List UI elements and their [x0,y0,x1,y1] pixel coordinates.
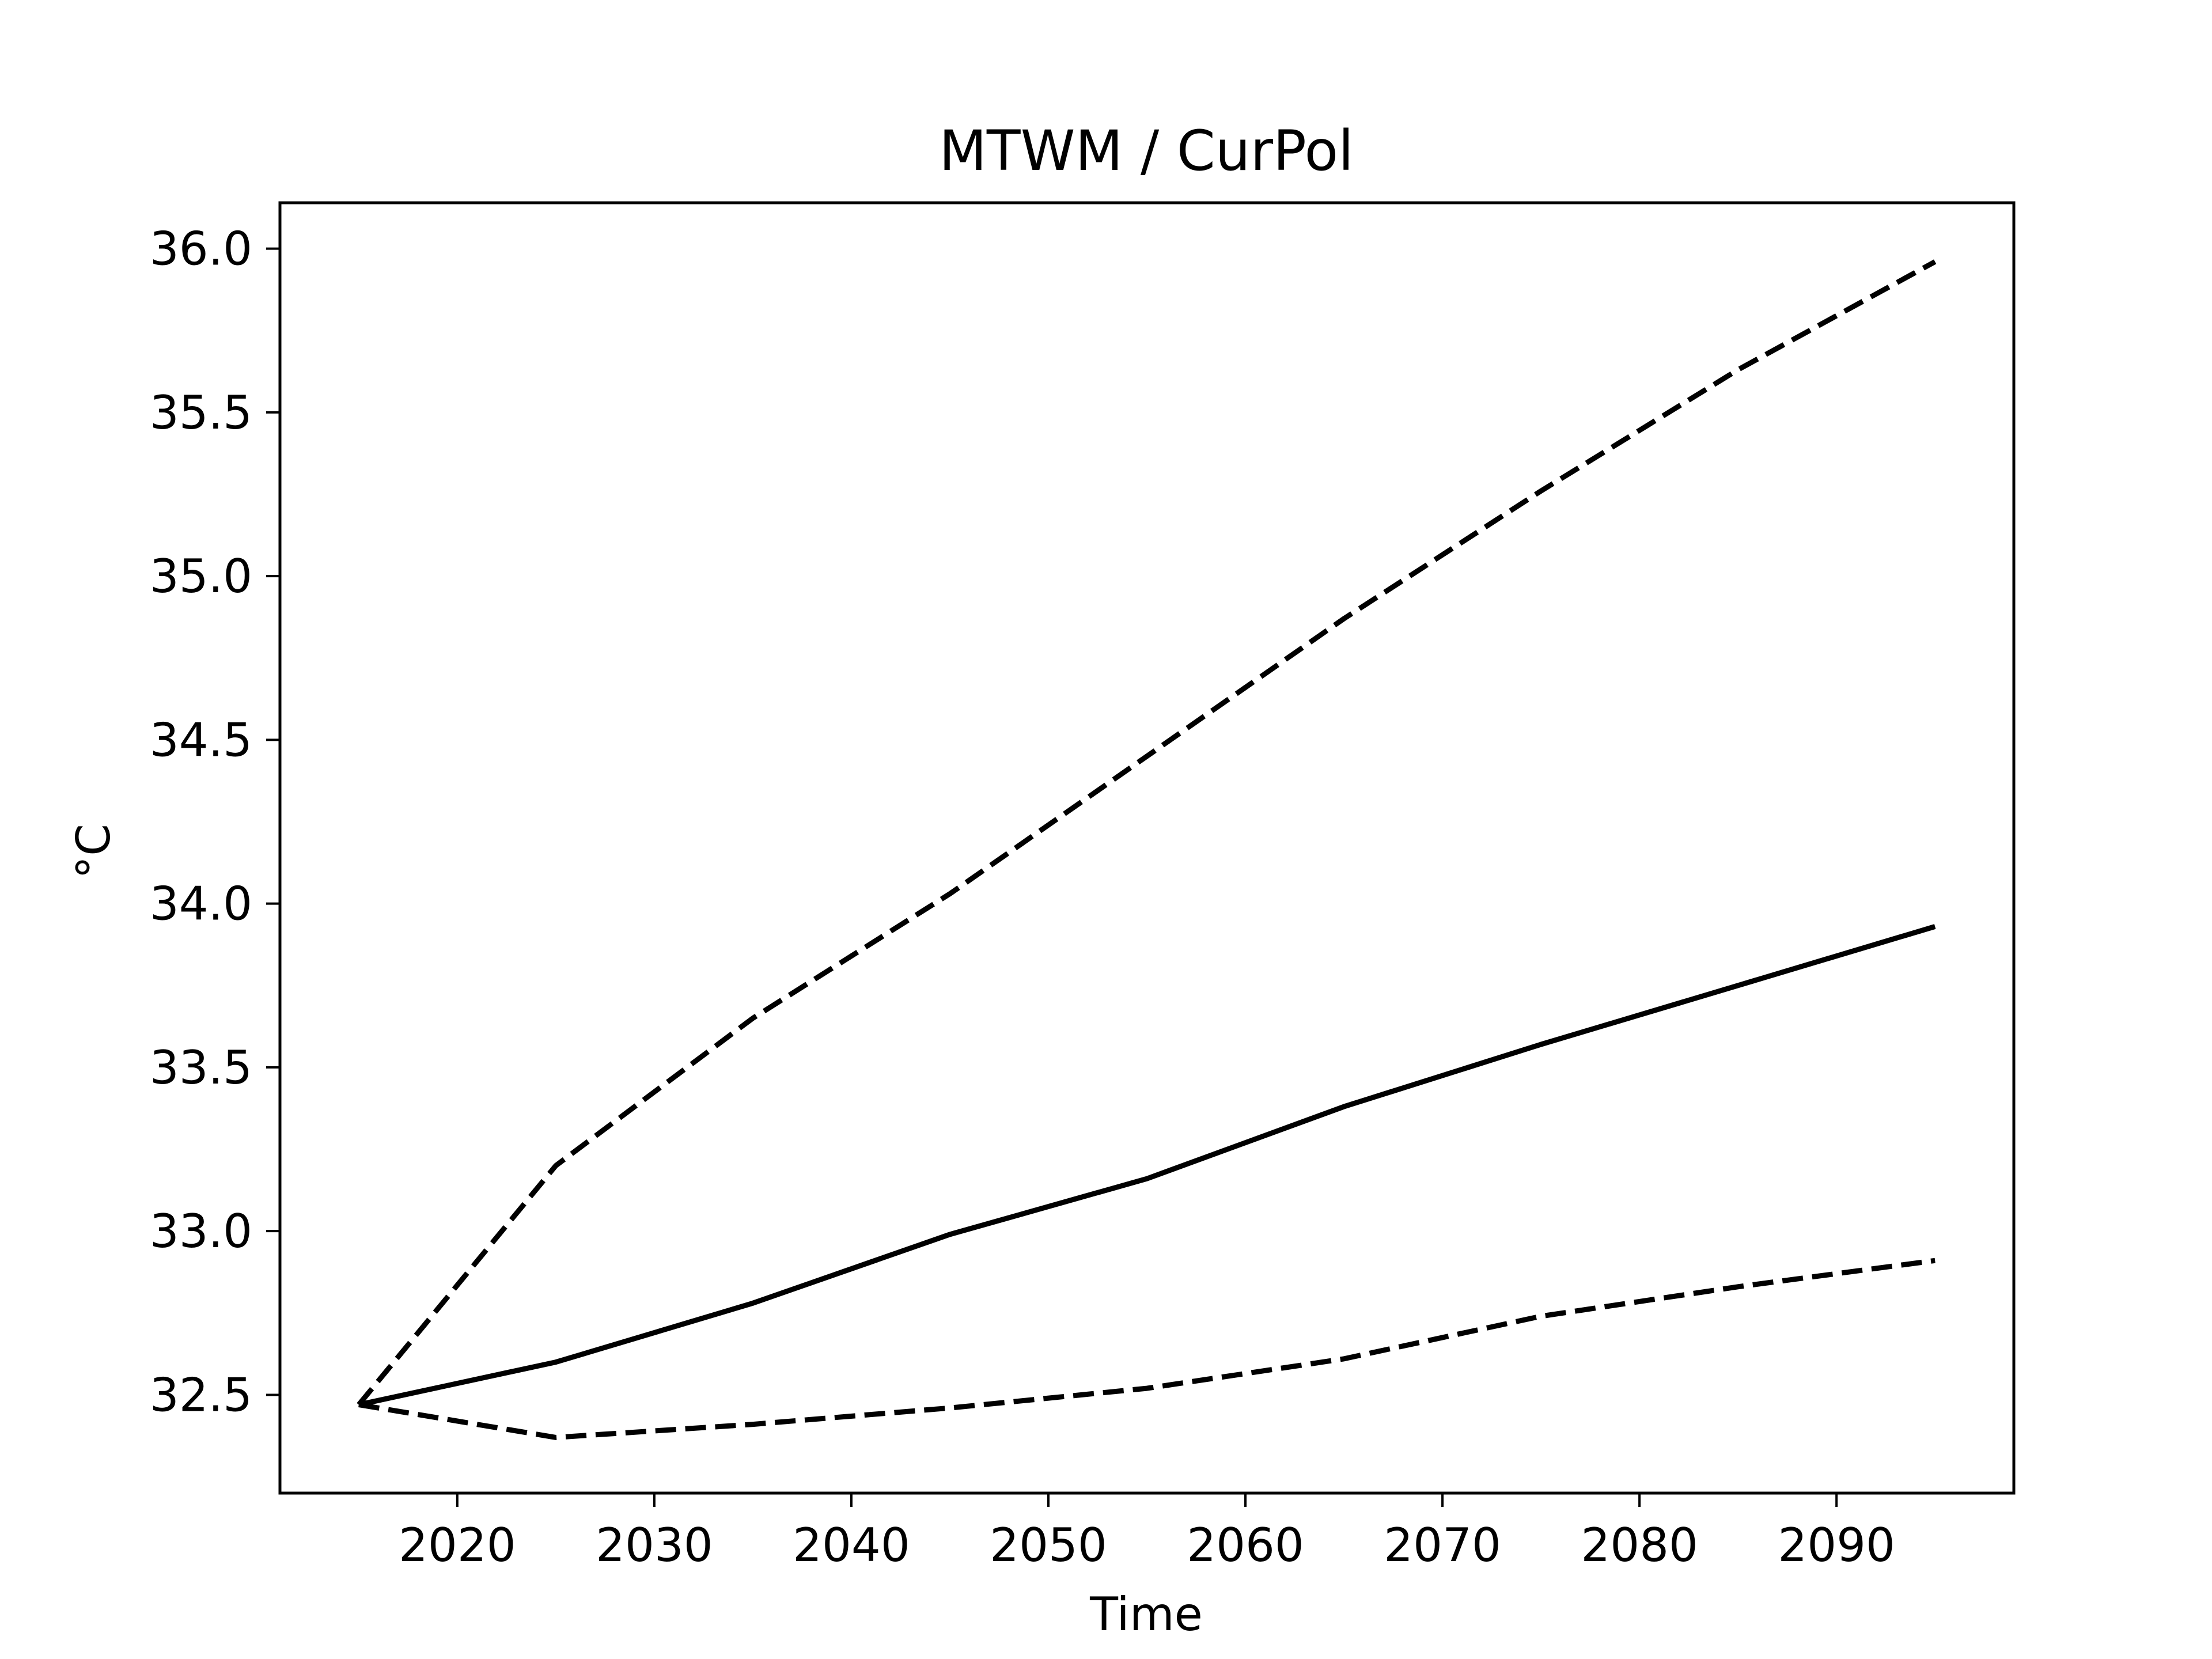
y-tick-label: 34.0 [150,877,252,931]
series-line-3 [358,1257,1936,1440]
series-layer [357,259,1937,1440]
x-tick-label: 2090 [1778,1518,1895,1572]
y-tick-label: 36.0 [150,222,252,276]
y-tick-label: 35.5 [150,386,252,440]
x-axis: 2020 2030 2040 2050 2060 2070 2080 2090 [399,1493,1895,1572]
series-line-2 [357,259,1937,1407]
y-axis-label: °C [67,824,120,879]
x-axis-label: Time [1089,1588,1203,1641]
chart-title: MTWM / CurPol [939,119,1354,183]
y-axis: 32.5 33.0 33.5 34.0 34.5 35.0 35.5 36.0 [150,222,280,1422]
x-tick-label: 2060 [1187,1518,1304,1572]
y-tick-label: 34.5 [150,713,252,767]
x-tick-label: 2070 [1384,1518,1501,1572]
plot-frame [278,201,2016,1495]
x-tick-label: 2030 [596,1518,713,1572]
x-tick-label: 2080 [1581,1518,1698,1572]
y-tick-label: 35.0 [150,550,252,603]
x-tick-label: 2020 [399,1518,516,1572]
y-tick-label: 33.5 [150,1041,252,1094]
x-tick-label: 2040 [793,1518,910,1572]
x-tick-label: 2050 [990,1518,1107,1572]
y-tick-label: 33.0 [150,1205,252,1258]
y-tick-label: 32.5 [150,1368,252,1422]
series-line-1 [358,924,1936,1407]
